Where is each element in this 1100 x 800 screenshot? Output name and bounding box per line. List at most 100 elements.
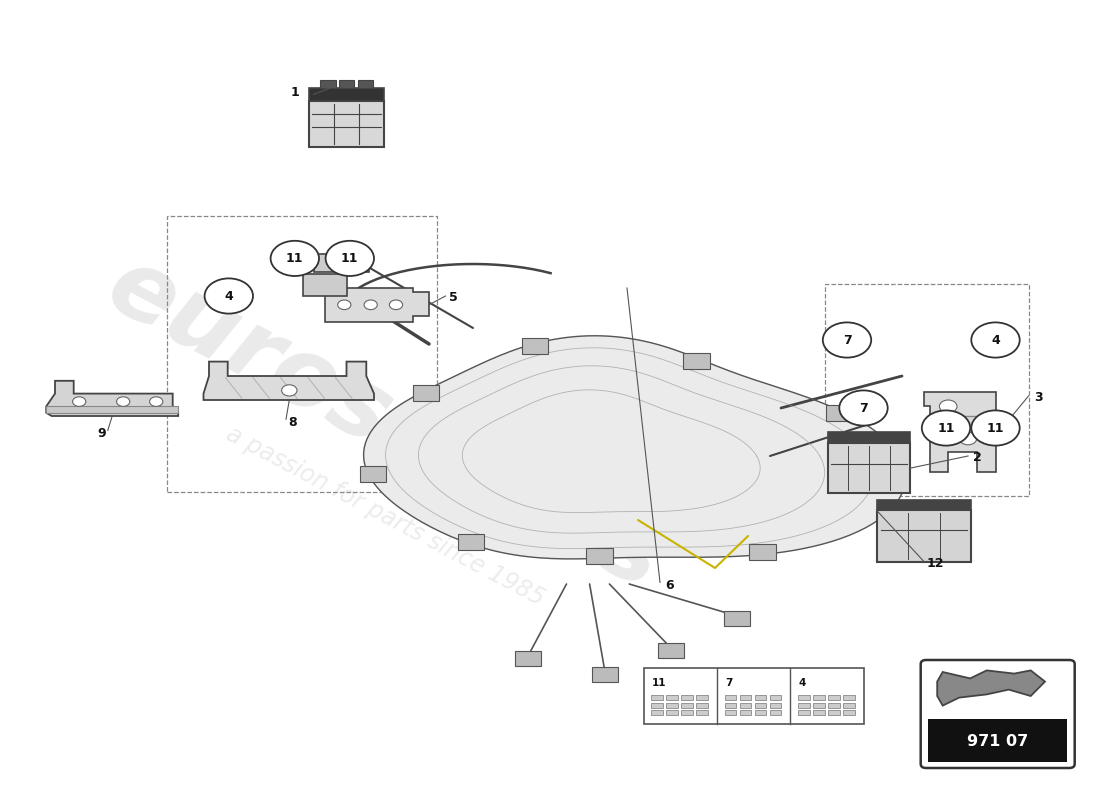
Bar [522,338,549,354]
Polygon shape [364,336,905,559]
Circle shape [282,385,297,396]
Text: 11: 11 [652,678,667,688]
Bar [826,406,852,422]
Bar [770,710,781,715]
Bar [725,710,736,715]
Bar [681,695,693,700]
Bar [878,510,970,562]
Bar [828,443,911,493]
Text: 6: 6 [666,579,674,592]
Circle shape [971,410,1020,446]
Polygon shape [937,670,1045,706]
Bar [309,101,384,147]
Polygon shape [46,381,178,416]
Text: 9: 9 [97,427,106,440]
Text: 7: 7 [859,402,868,414]
Bar [843,702,855,708]
Bar [458,534,484,550]
Bar [358,80,373,88]
Bar [667,710,678,715]
Circle shape [205,278,253,314]
Polygon shape [324,288,429,322]
Bar [878,499,970,510]
Circle shape [959,432,977,445]
Bar [320,80,336,88]
Text: 2: 2 [974,451,982,464]
Text: 971 07: 971 07 [967,734,1028,750]
Bar [739,695,751,700]
Bar [658,643,684,658]
Bar [755,710,767,715]
Bar [813,710,825,715]
Bar [681,702,693,708]
Polygon shape [924,392,996,472]
Bar [755,695,767,700]
Circle shape [338,300,351,310]
Text: 11: 11 [937,422,955,434]
Text: 1: 1 [290,86,299,98]
Bar [749,544,775,560]
Text: eurospares: eurospares [91,238,679,610]
Bar [339,80,354,88]
Bar [681,710,693,715]
Bar [360,466,386,482]
Circle shape [939,400,957,413]
Bar [828,710,839,715]
Text: a passion for parts since 1985: a passion for parts since 1985 [222,422,548,610]
Bar [739,702,751,708]
Bar [724,611,750,626]
Circle shape [271,241,319,276]
Bar [813,695,825,700]
Text: 7: 7 [726,678,733,688]
FancyBboxPatch shape [921,660,1075,768]
Circle shape [150,397,163,406]
Bar [770,695,781,700]
Bar [667,695,678,700]
Circle shape [389,300,403,310]
Text: 3: 3 [1034,391,1043,404]
Bar [843,695,855,700]
Text: 7: 7 [843,334,851,346]
Circle shape [922,410,970,446]
Text: 11: 11 [341,252,359,265]
Text: 4: 4 [991,334,1000,346]
Bar [813,702,825,708]
Bar [828,702,839,708]
Bar [651,710,663,715]
Text: 11: 11 [286,252,304,265]
Polygon shape [204,362,374,400]
Bar [725,695,736,700]
Bar [667,702,678,708]
Bar [696,710,708,715]
Circle shape [823,322,871,358]
Bar [302,274,346,296]
Bar [314,254,369,272]
Bar [828,432,911,443]
Circle shape [73,397,86,406]
Circle shape [839,390,888,426]
Bar [696,695,708,700]
Text: 5: 5 [449,291,458,304]
Text: 4: 4 [799,678,806,688]
Bar [311,282,324,294]
Text: 11: 11 [987,422,1004,434]
Bar [167,216,437,492]
Bar [651,702,663,708]
Circle shape [971,322,1020,358]
Bar [798,710,810,715]
Bar [739,710,751,715]
Circle shape [364,300,377,310]
Bar [725,702,736,708]
Bar [825,284,1028,496]
Bar [651,695,663,700]
Bar [515,651,541,666]
Bar [798,695,810,700]
Bar [928,719,1067,762]
Bar [644,668,864,724]
Bar [843,710,855,715]
Bar [755,702,767,708]
Bar [696,702,708,708]
Bar [798,702,810,708]
Bar [586,548,613,564]
Text: 8: 8 [288,416,297,429]
